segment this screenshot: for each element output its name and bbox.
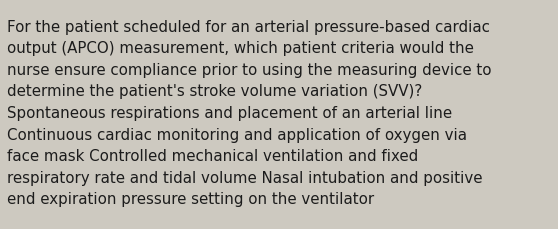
- Text: For the patient scheduled for an arterial pressure-based cardiac
output (APCO) m: For the patient scheduled for an arteria…: [7, 19, 492, 207]
